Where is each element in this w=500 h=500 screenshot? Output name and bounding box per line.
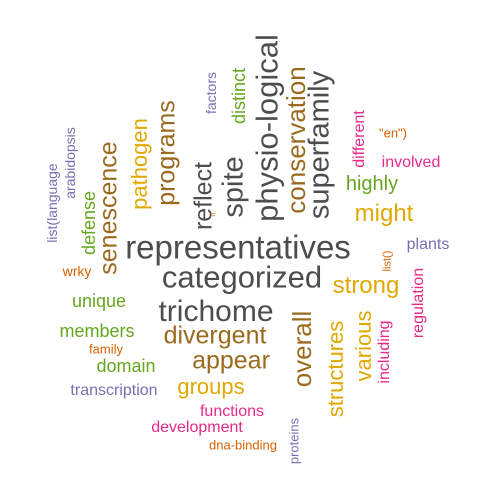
word: senescence [94,141,123,275]
word: defense [79,190,99,256]
word: domain [96,356,156,376]
word: family [89,341,123,357]
word: involved [381,154,441,171]
word: plants [406,236,450,253]
word: categorized [161,259,323,295]
word: unique [71,291,127,311]
word: development [151,419,243,436]
word: programs [152,100,181,206]
word: physio-logical [249,34,285,222]
word: list(language [44,163,60,243]
word: overall [287,310,317,388]
word: regulation [410,267,427,339]
word: = [210,209,216,220]
word: different [351,110,368,168]
word: trichome [158,295,274,328]
word: dna-binding [209,437,277,453]
word: spite [217,156,250,218]
word: transcription [70,382,158,399]
word: wrky [62,263,92,279]
word: factors [203,71,219,115]
word: divergent [163,321,267,350]
word: might [354,200,414,227]
word: highly [345,173,399,195]
word: members [59,321,135,341]
word: reflect [189,161,218,231]
word: list() [381,250,394,272]
word: strong [332,272,400,299]
word: distinct [229,67,249,125]
word: appear [192,346,270,375]
word: "en") [378,125,408,141]
word: including [376,320,393,384]
word: functions [199,403,265,420]
word: structures [323,320,348,418]
word: various [351,310,376,382]
word: arabidopsis [62,127,78,199]
word: proteins [286,417,302,465]
word: pathogen [127,118,152,210]
word: conservation [281,66,311,214]
word: groups [177,374,245,399]
word: representatives [125,228,351,266]
